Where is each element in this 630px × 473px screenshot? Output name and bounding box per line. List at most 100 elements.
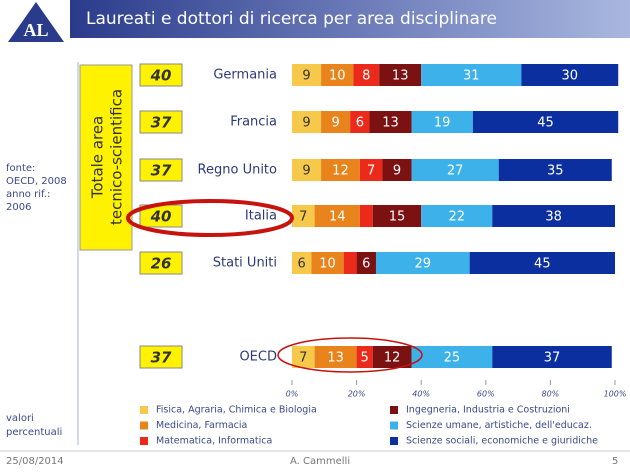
bar-segment bbox=[311, 252, 344, 274]
total-value: 37 bbox=[151, 349, 172, 367]
legend-swatch bbox=[390, 406, 398, 414]
total-box bbox=[139, 63, 183, 87]
logo: AL bbox=[23, 20, 48, 40]
value-label: 7 bbox=[299, 210, 307, 225]
bar-segment bbox=[469, 252, 615, 274]
legend-label: Fisica, Agraria, Chimica e Biologia bbox=[156, 405, 317, 416]
bar-segment bbox=[372, 346, 412, 368]
value-label: 7 bbox=[367, 164, 375, 179]
value-label: 13 bbox=[392, 69, 409, 84]
legend-label: Matematica, Informatica bbox=[156, 436, 272, 447]
value-label: 15 bbox=[389, 210, 406, 225]
value-label: 9 bbox=[302, 69, 310, 84]
total-box bbox=[139, 345, 183, 369]
value-label: 38 bbox=[545, 210, 562, 225]
totals-label-box bbox=[79, 64, 133, 251]
footer-page: 5 bbox=[612, 456, 618, 467]
total-value: 40 bbox=[150, 67, 172, 85]
value-label: 7 bbox=[299, 351, 307, 366]
title: Laureati e dottori di ricerca per area d… bbox=[86, 9, 497, 29]
bar-segment bbox=[292, 252, 312, 274]
totals-label: Totale area bbox=[89, 116, 107, 199]
bar-segment bbox=[343, 252, 357, 274]
value-label: 6 bbox=[356, 116, 364, 131]
legend-swatch bbox=[140, 406, 148, 414]
bar-segment bbox=[356, 252, 376, 274]
value-label: 5 bbox=[361, 351, 369, 366]
source: anno rif.: bbox=[6, 189, 50, 200]
legend-label: Scienze umane, artistiche, dell'educaz. bbox=[406, 420, 592, 431]
bar-segment bbox=[292, 111, 322, 133]
bar-segment bbox=[521, 64, 619, 86]
total-value: 26 bbox=[151, 255, 172, 273]
bar-segment bbox=[498, 159, 612, 181]
bar-segment bbox=[321, 111, 351, 133]
value-label: 29 bbox=[415, 257, 432, 272]
value-label: 13 bbox=[327, 351, 344, 366]
value-label: 12 bbox=[384, 351, 401, 366]
footer-author: A. Cammelli bbox=[290, 456, 350, 467]
bar-segment bbox=[375, 252, 470, 274]
value-label: 9 bbox=[393, 164, 401, 179]
x-tick-label: 40% bbox=[412, 390, 430, 399]
x-tick-label: 80% bbox=[542, 390, 560, 399]
value-label: 9 bbox=[331, 116, 339, 131]
logo-triangle bbox=[8, 2, 64, 42]
unit-note: valori bbox=[6, 413, 34, 424]
source: fonte: bbox=[6, 163, 35, 174]
value-label: 9 bbox=[302, 116, 310, 131]
value-label: 45 bbox=[534, 257, 551, 272]
bar-segment bbox=[292, 205, 315, 227]
legend-swatch bbox=[390, 437, 398, 445]
value-label: 22 bbox=[448, 210, 465, 225]
header-bar bbox=[70, 0, 630, 38]
bar-segment bbox=[314, 205, 360, 227]
bar-segment bbox=[492, 205, 615, 227]
bar-segment bbox=[356, 346, 373, 368]
highlight bbox=[277, 337, 423, 373]
category-label: OECD bbox=[239, 350, 277, 365]
bar-segment bbox=[372, 205, 422, 227]
total-box bbox=[139, 158, 183, 182]
value-label: 19 bbox=[434, 116, 451, 131]
x-tick-label: 100% bbox=[604, 390, 627, 399]
value-label: 45 bbox=[537, 116, 554, 131]
bar-segment bbox=[421, 205, 493, 227]
totals-label: tecnico-scientifica bbox=[108, 89, 126, 225]
bar-segment bbox=[379, 64, 422, 86]
legend-label: Ingegneria, Industria e Costruzioni bbox=[406, 405, 570, 416]
bar-segment bbox=[411, 346, 493, 368]
category-label: Francia bbox=[230, 115, 277, 130]
bar-segment bbox=[359, 205, 373, 227]
value-label: 37 bbox=[544, 351, 561, 366]
x-tick-label: 0% bbox=[286, 390, 299, 399]
category-label: Regno Unito bbox=[198, 163, 277, 178]
bar-segment bbox=[492, 346, 612, 368]
unit-note: percentuali bbox=[6, 427, 62, 438]
bar-segment bbox=[292, 159, 322, 181]
category-label: Germania bbox=[213, 68, 277, 83]
bar-segment bbox=[369, 111, 412, 133]
bar-segment bbox=[382, 159, 412, 181]
highlight bbox=[126, 199, 294, 237]
total-value: 37 bbox=[151, 162, 172, 180]
bar-segment bbox=[353, 64, 380, 86]
legend-swatch bbox=[140, 421, 148, 430]
total-box bbox=[139, 251, 183, 275]
bar-segment bbox=[472, 111, 619, 133]
bar-segment bbox=[421, 64, 522, 86]
total-value: 40 bbox=[150, 208, 172, 226]
value-label: 6 bbox=[362, 257, 370, 272]
x-tick-label: 60% bbox=[477, 390, 495, 399]
legend-label: Medicina, Farmacia bbox=[156, 420, 247, 431]
category-label: Italia bbox=[245, 209, 277, 224]
x-tick-label: 20% bbox=[348, 390, 366, 399]
bar-segment bbox=[292, 346, 315, 368]
source: OECD, 2008 bbox=[6, 176, 67, 187]
source: 2006 bbox=[6, 202, 31, 213]
bar-segment bbox=[350, 111, 370, 133]
value-label: 30 bbox=[562, 69, 579, 84]
value-label: 35 bbox=[547, 164, 564, 179]
legend-label: Scienze sociali, economiche e giuridiche bbox=[406, 436, 598, 447]
